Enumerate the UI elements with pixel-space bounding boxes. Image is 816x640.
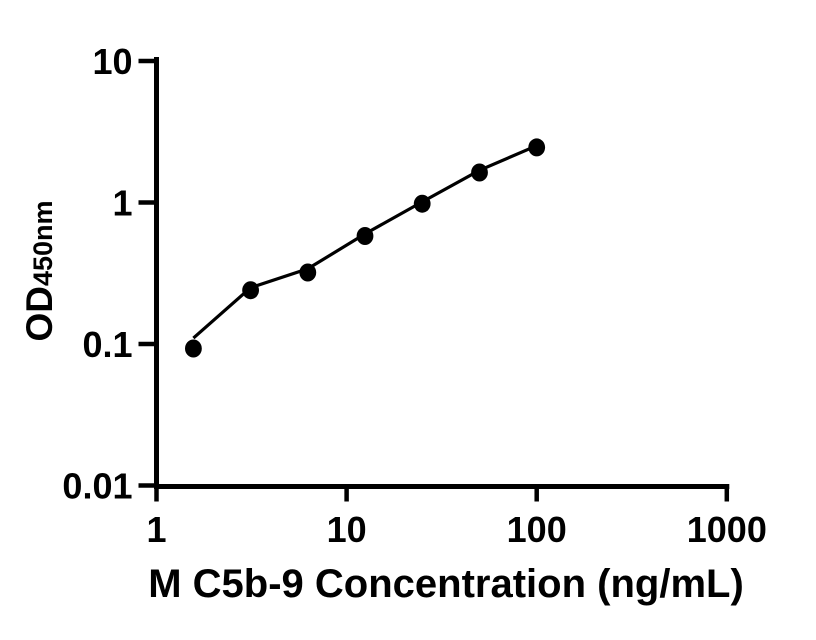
data-point-marker bbox=[242, 281, 259, 300]
data-point-marker bbox=[528, 138, 546, 157]
data-point-marker bbox=[413, 194, 431, 213]
y-axis-label-main: OD bbox=[19, 286, 60, 342]
x-axis-label: M C5b-9 Concentration (ng/mL) bbox=[148, 562, 744, 606]
x-axis-tick-labels: 1 10 100 1000 bbox=[146, 509, 766, 550]
data-point-marker bbox=[185, 339, 202, 358]
y-tick-label-0.1: 0.1 bbox=[82, 324, 132, 365]
y-axis-label-subscript: 450nm bbox=[28, 200, 58, 286]
data-point-marker bbox=[471, 163, 488, 182]
x-tick-label-100: 100 bbox=[507, 509, 567, 550]
x-axis-ticks bbox=[154, 486, 730, 502]
x-tick-label-1: 1 bbox=[146, 509, 166, 550]
data-point-marker bbox=[299, 263, 317, 282]
x-tick-label-1000: 1000 bbox=[687, 509, 767, 550]
x-tick-label-10: 10 bbox=[327, 509, 367, 550]
y-axis-label: OD450nm bbox=[19, 200, 60, 341]
data-points bbox=[185, 138, 546, 358]
y-axis-ticks bbox=[138, 58, 157, 488]
y-tick-label-10: 10 bbox=[92, 41, 132, 82]
axes bbox=[154, 57, 730, 489]
y-tick-label-1: 1 bbox=[112, 183, 132, 224]
y-axis-tick-labels: 10 1 0.1 0.01 bbox=[62, 41, 132, 507]
y-tick-label-0.01: 0.01 bbox=[62, 466, 132, 507]
data-point-marker bbox=[356, 227, 374, 245]
